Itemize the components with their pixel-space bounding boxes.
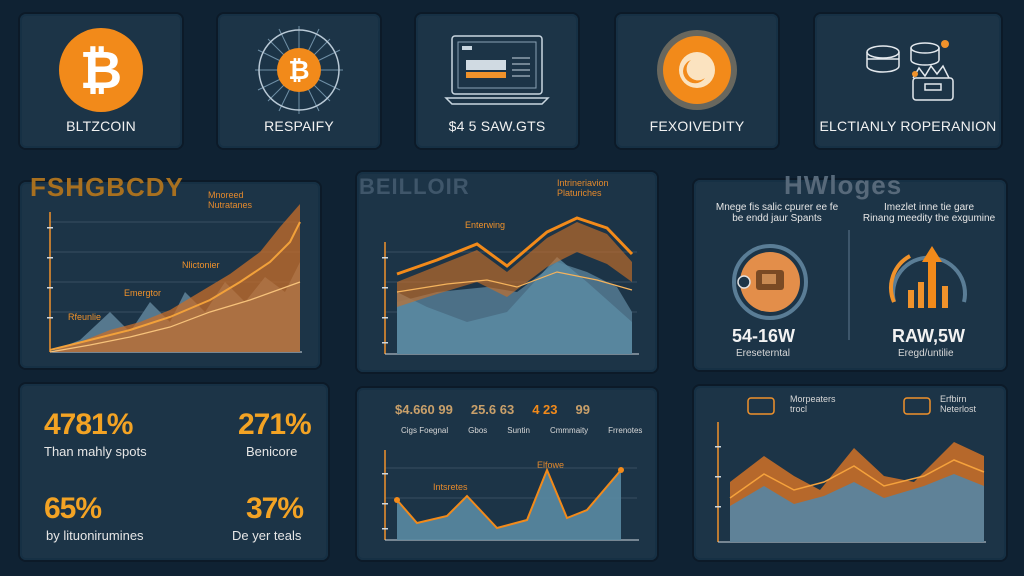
chart-annotation: Nlictonier [182, 260, 220, 270]
stat-label: by lituonirumines [46, 528, 144, 543]
kpi-label: Ereseterntal [736, 348, 790, 359]
stat-value: 271% [238, 408, 312, 441]
metric-value: $4.660 99 [395, 402, 453, 417]
card-label: ELCTIANLY ROPERANION [819, 118, 997, 134]
coin-stack-icon [815, 22, 1001, 118]
panel-comparison-chart: Morpeaters trocl Erfbirn Neterlost [694, 386, 1006, 560]
card-label: FEXOIVEDITY [649, 118, 745, 134]
panel-stats: 4781% Than mahly spots 271% Benicore 65%… [20, 384, 328, 560]
volume-area-chart [382, 450, 639, 541]
gauge-description: Mnege fis salic cpurer ee fe be endd jau… [715, 202, 839, 224]
card-elctianly[interactable]: ELCTIANLY ROPERANION [815, 14, 1001, 148]
bitcoin-coin-icon: ₿ [20, 22, 182, 118]
metric-label: Frrenotes [608, 426, 643, 435]
chart-annotation: Rfeunlie [68, 312, 102, 322]
trend-area-chart [382, 216, 639, 355]
stat-value: 65% [44, 492, 102, 525]
legend-note: Morpeaters trocl [790, 394, 836, 414]
panel-growth-chart: FSHGBCDY Mnoreed Nutratanes Nlictonier E… [20, 172, 320, 368]
metric-label: Cmmmaity [549, 426, 589, 435]
stat-label: De yer teals [232, 528, 302, 543]
chart-annotation: Intsretes [433, 482, 468, 492]
chart-annotation: Emergtor [124, 288, 162, 298]
wallet-gauge-icon [732, 244, 808, 320]
kpi-label: Eregd/untilie [898, 348, 954, 359]
svg-text:₿: ₿ [80, 42, 122, 100]
kpi-value: RAW,5W [892, 326, 966, 346]
section-heading: HWloges [784, 170, 903, 200]
metric-value: 4 23 [532, 402, 558, 417]
stat-label: Than mahly spots [44, 444, 147, 459]
card-bitcoin[interactable]: ₿ BLTZCOIN [20, 14, 182, 148]
card-label: RESPAIFY [264, 118, 334, 134]
legend-note: Erfbirn Neterlost [940, 394, 977, 414]
growth-gauge-icon [889, 246, 967, 308]
bitcoin-radiant-icon: ₿ [218, 22, 380, 118]
metric-label: Gbos [468, 426, 488, 435]
panel-volume-chart: $4.660 99 25.6 63 4 23 99 Cigs Foegnal G… [357, 388, 657, 560]
metric-label: Cigs Foegnal [401, 426, 449, 435]
kpi-value: 54-16W [732, 326, 796, 346]
section-heading: FSHGBCDY [30, 172, 184, 202]
gauge-description: Imezlet inne tie gare Rinang meedity the… [862, 202, 996, 224]
chart-annotation: Enterwing [465, 220, 506, 230]
card-label: $4 5 SAW.GTS [448, 118, 546, 134]
growth-area-chart [47, 204, 302, 353]
card-respaify[interactable]: ₿ RESPAIFY [218, 14, 380, 148]
glowing-coin-icon [616, 22, 778, 118]
stat-value: 37% [246, 492, 304, 525]
legend-icon [903, 397, 931, 415]
metric-value: 25.6 63 [470, 402, 515, 417]
stat-label: Benicore [246, 444, 298, 459]
legend-icon [747, 397, 775, 415]
chart-annotation: Elfowe [537, 460, 565, 470]
card-savings[interactable]: $4 5 SAW.GTS [416, 14, 578, 148]
section-heading: BEILLOIR [359, 174, 470, 199]
stat-value: 4781% [44, 408, 133, 441]
divider [848, 230, 850, 340]
panel-kpi-gauges: HWloges Mnege fis salic cpurer ee fe be … [694, 170, 1006, 370]
comparison-area-chart [715, 397, 986, 543]
section-note: Intrineriavion Platuriches [557, 178, 609, 198]
metric-value: 99 [575, 402, 590, 417]
metric-label: Suntin [507, 426, 530, 435]
panel-trend-chart: BEILLOIR Intrineriavion Platuriches Ente… [357, 172, 657, 372]
section-note: Mnoreed Nutratanes [208, 190, 253, 210]
card-label: BLTZCOIN [66, 118, 136, 134]
laptop-chart-icon [416, 22, 578, 118]
svg-text:₿: ₿ [288, 55, 309, 85]
card-fexoivedity[interactable]: FEXOIVEDITY [616, 14, 778, 148]
